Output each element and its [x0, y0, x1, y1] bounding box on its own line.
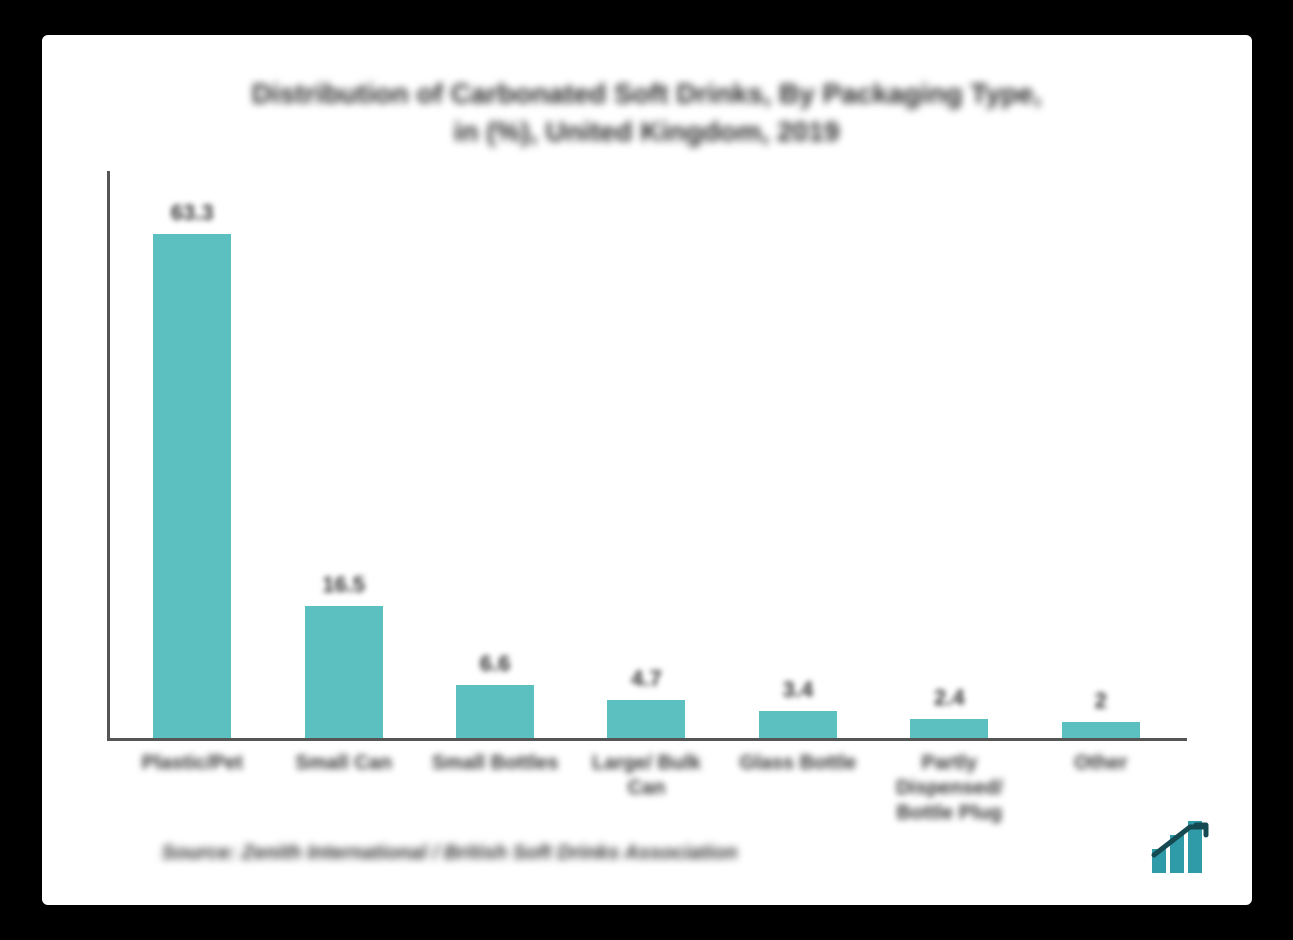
bar-value-label: 4.7	[631, 666, 662, 692]
bar-value-label: 16.5	[322, 572, 365, 598]
chart-plot-area: 63.316.56.64.73.42.42 Plastic/PetSmall C…	[107, 181, 1187, 741]
x-axis-category-label: Large/ Bulk Can	[571, 751, 722, 826]
brand-logo	[1148, 821, 1210, 873]
bar-value-label: 2.4	[934, 685, 965, 711]
bar-group: 4.7	[571, 181, 722, 738]
x-axis-category-label: Partly Dispensed/ Bottle Plug	[874, 751, 1025, 826]
bar-group: 3.4	[722, 181, 873, 738]
bar-group: 6.6	[419, 181, 570, 738]
bar	[759, 711, 837, 738]
chart-title: Distribution of Carbonated Soft Drinks, …	[172, 75, 1122, 151]
bar	[456, 685, 534, 738]
title-line-2: in (%), United Kingdom, 2019	[454, 116, 840, 147]
bars-container: 63.3 16.5 6.6 4.7 3.4 2.4 2	[107, 181, 1187, 738]
bar	[607, 700, 685, 737]
bar	[153, 234, 231, 738]
chart-card: Distribution of Carbonated Soft Drinks, …	[42, 35, 1252, 905]
bar-value-label: 6.6	[480, 651, 511, 677]
source-attribution: Source: Zenith International / British S…	[162, 842, 738, 865]
bar-value-label: 2	[1095, 688, 1107, 714]
title-line-1: Distribution of Carbonated Soft Drinks, …	[252, 78, 1042, 109]
bar-group: 2.4	[874, 181, 1025, 738]
bar	[910, 719, 988, 738]
x-axis-category-label: Plastic/Pet	[117, 751, 268, 826]
bar-value-label: 3.4	[783, 677, 814, 703]
bar-group: 16.5	[268, 181, 419, 738]
x-axis-category-label: Small Can	[268, 751, 419, 826]
x-axis-category-label: Glass Bottle	[722, 751, 873, 826]
x-axis-category-label: Other	[1025, 751, 1176, 826]
bar-value-label: 63.3	[171, 200, 214, 226]
x-axis-category-label: Small Bottles	[419, 751, 570, 826]
x-axis-labels: Plastic/PetSmall CanSmall BottlesLarge/ …	[107, 741, 1187, 826]
bar-group: 63.3	[117, 181, 268, 738]
bar-group: 2	[1025, 181, 1176, 738]
bar	[1062, 722, 1140, 738]
bar	[305, 606, 383, 737]
